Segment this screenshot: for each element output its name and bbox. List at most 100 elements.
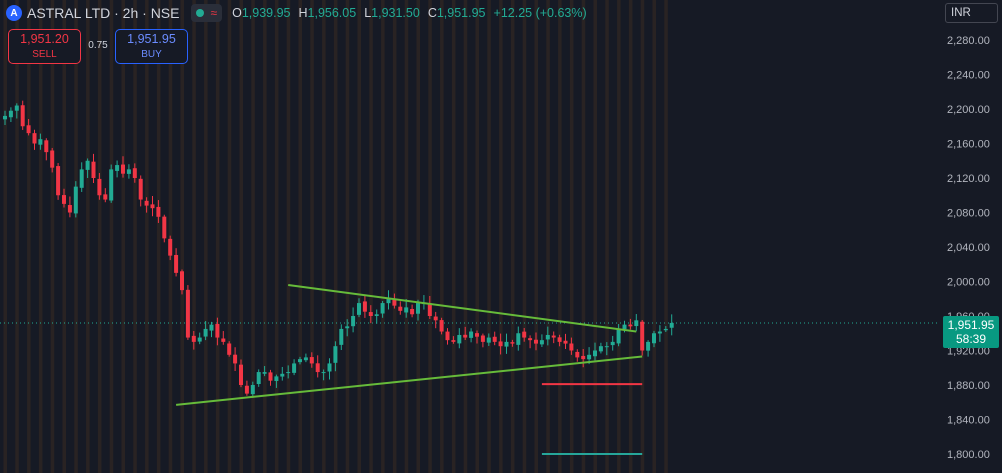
candle-body [604, 346, 609, 348]
candle-body [492, 336, 497, 342]
candle-body [32, 133, 37, 144]
candle-body [368, 312, 373, 316]
sell-price: 1,951.20 [20, 31, 69, 46]
candle-body [634, 320, 639, 327]
candle-body [138, 178, 143, 200]
session-band [86, 0, 90, 473]
candle-body [262, 372, 267, 374]
candle-body [250, 385, 255, 395]
session-band [3, 0, 7, 473]
session-band [204, 0, 208, 473]
session-bands [3, 0, 668, 473]
candle-body [115, 165, 120, 171]
candle-body [126, 169, 131, 174]
status-pill[interactable]: ≈ [191, 4, 223, 22]
candle-body [640, 321, 645, 351]
candle-body [132, 168, 137, 178]
candle-body [457, 334, 462, 344]
candle-body [62, 195, 66, 204]
session-band [298, 0, 302, 473]
ohlc-change: +12.25 (+0.63%) [493, 6, 587, 20]
session-band [617, 0, 621, 473]
session-band [605, 0, 609, 473]
candle-body [545, 334, 550, 340]
candle-body [274, 376, 279, 381]
candle-body [309, 357, 314, 364]
session-band [416, 0, 420, 473]
candle-body [663, 328, 668, 331]
candle-body [534, 339, 538, 344]
candle-body [569, 343, 574, 351]
sell-button[interactable]: 1,951.20 SELL [8, 29, 81, 64]
candle-body [233, 354, 238, 364]
drawings[interactable] [175, 283, 643, 455]
candle-body [50, 150, 55, 168]
session-band [345, 0, 350, 473]
session-band [192, 0, 196, 473]
candle-body [56, 166, 61, 196]
candle-body [85, 160, 90, 170]
candle-body [280, 373, 285, 377]
candle-body [185, 289, 190, 338]
candle-body [121, 164, 125, 174]
price-tick-label: 1,880.00 [947, 380, 990, 392]
last-price: 1,951.95 [947, 318, 995, 332]
candle-body [598, 346, 603, 352]
candle-body [445, 331, 450, 341]
session-band [475, 0, 479, 473]
candle-body [522, 331, 527, 338]
candle-body [357, 303, 361, 315]
session-band [522, 0, 527, 473]
candle-body [451, 340, 456, 342]
session-band [428, 0, 432, 473]
candle-body [510, 342, 515, 344]
session-band [487, 0, 491, 473]
candle-body [268, 372, 273, 381]
candle-body [669, 322, 674, 328]
session-band [133, 0, 137, 473]
candle-body [480, 335, 485, 342]
candle-body [286, 372, 291, 374]
bar-countdown: 58:39 [955, 332, 987, 346]
candle-body [14, 105, 19, 111]
session-band [145, 0, 149, 473]
session-band [180, 0, 184, 473]
symbol-title[interactable]: ASTRAL LTD · 2h · NSE [27, 5, 180, 21]
candle-body [203, 328, 208, 337]
candle-body [475, 333, 479, 337]
ohlc-values: O1,939.95 H1,956.05 L1,931.50 C1,951.95 … [232, 6, 587, 20]
spread-value: 0.75 [88, 40, 108, 51]
candle-body [227, 343, 232, 355]
candle-body [516, 333, 521, 345]
candle-body [191, 335, 196, 342]
candle-body [463, 334, 468, 338]
candle-body [221, 338, 226, 342]
candle-body [91, 161, 96, 178]
candle-body [551, 335, 556, 338]
session-band [510, 0, 515, 473]
candle-body [3, 115, 7, 120]
candle-body [298, 359, 302, 363]
price-axis[interactable]: 2,280.00 2,240.00 2,200.00 2,160.00 2,120.00… [940, 0, 1002, 473]
session-band [569, 0, 574, 473]
price-tick-label: 2,000.00 [947, 277, 990, 289]
candle-body [410, 308, 415, 315]
candle-body [79, 169, 84, 188]
trendline-upper [288, 283, 637, 333]
candle-body [239, 364, 243, 385]
candle-body [67, 205, 72, 213]
last-price-badge: 1,951.95 58:39 [943, 316, 999, 348]
session-band [404, 0, 409, 473]
candle-body [150, 204, 155, 209]
candle-body [404, 307, 409, 313]
candle-body [174, 254, 179, 273]
candle-body [303, 357, 308, 361]
buy-button[interactable]: 1,951.95 BUY [115, 29, 188, 64]
candle-body [657, 331, 662, 334]
candle-body [345, 326, 350, 329]
currency-selector[interactable]: INR [945, 3, 998, 23]
candle-body [486, 337, 491, 343]
session-band [534, 0, 538, 473]
candle-body [162, 216, 167, 239]
